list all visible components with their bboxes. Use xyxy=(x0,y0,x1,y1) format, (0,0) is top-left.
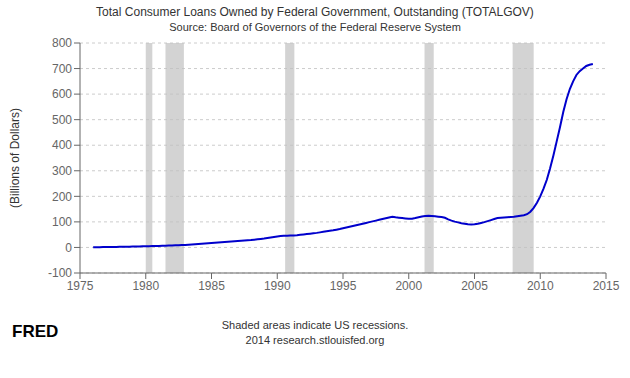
html-text:Shaded areas indicate US reces: Shaded areas indicate US recessions. xyxy=(221,319,409,331)
html-text:2014 research.stlouisfed.org: 2014 research.stlouisfed.org xyxy=(245,334,385,346)
svg-text:600: 600 xyxy=(52,87,72,101)
svg-text:100: 100 xyxy=(52,215,72,229)
svg-text:1975: 1975 xyxy=(67,279,94,293)
svg-text:(Billions of Dollars): (Billions of Dollars) xyxy=(8,108,22,208)
svg-text:2005: 2005 xyxy=(461,279,488,293)
svg-text:800: 800 xyxy=(52,36,72,50)
svg-text:500: 500 xyxy=(52,113,72,127)
html-text:FRED: FRED xyxy=(12,322,59,341)
svg-text:1980: 1980 xyxy=(132,279,159,293)
svg-text:1985: 1985 xyxy=(198,279,225,293)
html-text:Source: Board of Governors of: Source: Board of Governors of the Federa… xyxy=(169,21,461,33)
svg-text:2010: 2010 xyxy=(527,279,554,293)
svg-text:200: 200 xyxy=(52,190,72,204)
svg-text:2015: 2015 xyxy=(593,279,620,293)
svg-text:-100: -100 xyxy=(48,266,72,280)
html-text:Total Consumer Loans Owned by: Total Consumer Loans Owned by Federal Go… xyxy=(96,5,534,19)
svg-text:700: 700 xyxy=(52,62,72,76)
svg-text:0: 0 xyxy=(65,241,72,255)
svg-text:300: 300 xyxy=(52,164,72,178)
svg-text:400: 400 xyxy=(52,138,72,152)
svg-text:1990: 1990 xyxy=(264,279,291,293)
svg-text:1995: 1995 xyxy=(330,279,357,293)
svg-text:2000: 2000 xyxy=(395,279,422,293)
